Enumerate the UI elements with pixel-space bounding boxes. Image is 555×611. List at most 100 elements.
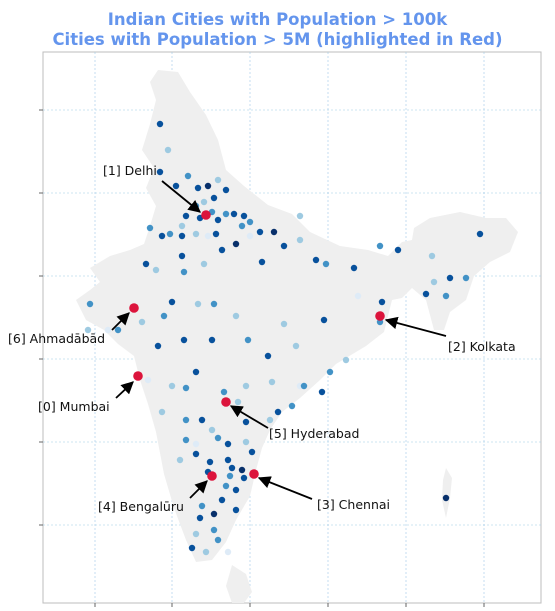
city-dot [192,230,200,238]
city-dot [218,246,226,254]
city-dot [164,146,172,154]
city-dot [248,448,256,456]
major-city-marker-delhi [201,210,211,220]
city-dot [138,318,146,326]
city-dot [146,224,154,232]
city-dot [178,232,186,240]
city-dot [354,292,362,300]
city-label-delhi: [1] Delhi [103,163,157,178]
city-dot [312,256,320,264]
annotation-arrow-bengalru [189,480,208,499]
city-dot [192,530,200,538]
city-dot [192,368,200,376]
city-dot [86,300,94,308]
map-subtitle: Cities with Population > 5M (highlighted… [52,30,503,49]
city-dot [180,268,188,276]
city-dot [210,300,218,308]
city-dot [192,450,200,458]
city-dot [152,266,160,274]
city-dot [242,418,250,426]
city-dot [238,222,246,230]
city-dot [84,326,92,334]
city-dot [114,326,122,334]
city-dot [270,228,278,236]
city-dot [198,416,206,424]
annotation-arrow-hyderabad [229,405,269,429]
city-dot [224,440,232,448]
city-dot [378,298,386,306]
city-dot [176,456,184,464]
city-dot [428,252,436,260]
city-dot [268,378,276,386]
city-dot [232,506,240,514]
city-dot [258,258,266,266]
annotation-arrow-chennai [257,476,313,500]
city-dot [222,210,230,218]
city-dot [214,216,222,224]
city-dot [244,336,252,344]
city-dot [188,544,196,552]
city-dot [220,388,228,396]
major-city-marker-chennai [249,469,259,479]
city-label-chennai: [3] Chennai [317,497,390,512]
city-dot [394,246,402,254]
city-dot [446,274,454,282]
city-dot [266,416,274,424]
city-dot [142,260,150,268]
city-dot [182,384,190,392]
city-dot [192,440,200,448]
city-dot [160,312,168,320]
city-dot [144,376,152,384]
city-dot [224,456,232,464]
city-dot [462,274,470,282]
city-dot [228,464,236,472]
city-annotations: [0] Mumbai [1] Delhi [2] Kolkata [3] Chenna… [8,163,516,514]
city-dot [210,526,218,534]
city-dot [342,356,350,364]
city-dot [208,426,216,434]
city-dot [168,382,176,390]
city-dot [320,316,328,324]
city-dot [158,408,166,416]
city-dot [222,482,230,490]
annotation-arrow-ahmadbd [111,312,130,331]
city-dot [476,230,484,238]
city-dot [168,298,176,306]
city-dot [208,336,216,344]
city-dot [326,368,334,376]
city-dot [350,264,358,272]
city-dot [182,436,190,444]
city-dot [300,382,308,390]
city-dot [156,120,164,128]
city-dot [156,168,164,176]
city-dot [200,198,208,206]
city-dot [232,312,240,320]
major-city-marker-bengalru [207,471,217,481]
city-dot [214,536,222,544]
city-dot [242,382,250,390]
major-city-marker-ahmadbd [129,303,139,313]
city-dot [200,260,208,268]
city-dot [422,290,430,298]
city-dot [182,416,190,424]
city-dot [318,388,326,396]
city-dot [172,182,180,190]
city-dot [196,514,204,522]
city-dot [210,510,218,518]
city-dot [238,466,246,474]
andaman-islands [442,468,452,518]
city-dot [214,176,222,184]
city-dot [226,472,234,480]
city-label-hyderabad: [5] Hyderabad [269,426,359,441]
city-dot [296,212,304,220]
city-dot [296,236,304,244]
city-dot [232,240,240,248]
major-city-marker-mumbai [133,371,143,381]
city-dot [256,228,264,236]
city-dot [442,494,450,502]
city-dot [280,242,288,250]
city-label-mumbai: [0] Mumbai [38,399,110,414]
axis-ticks [39,109,485,607]
city-dot [224,548,232,556]
